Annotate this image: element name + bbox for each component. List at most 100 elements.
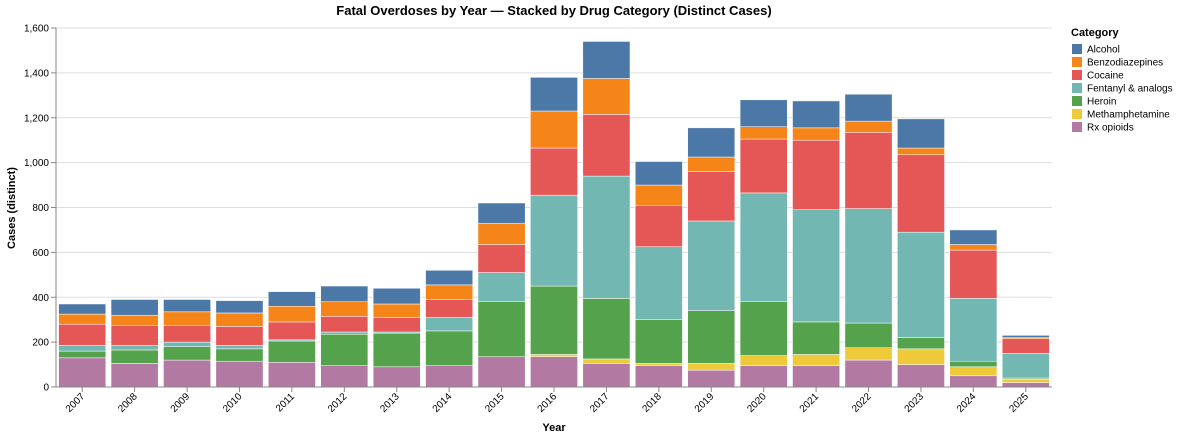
axes-layer: 0 200 400 600 800 1,000 1,200 1,400 1,600 2007 200… [24,24,1052,415]
bar-segment-heroin-2014 [425,330,473,366]
x-tick-label: 2010 [221,391,245,415]
bar-segment-alcohol-2011 [268,291,316,307]
bar-segment-fentanyl-analogs-2010 [215,345,264,350]
bar-segment-heroin-2024 [949,360,998,368]
bar-segment-rx-opioids-2021 [792,365,840,388]
bar-segment-rx-opioids-2018 [635,365,683,388]
y-tick-label: 600 [32,248,49,259]
x-tick-label: 2009 [169,391,193,415]
bar-segment-methamphetamine-2023 [897,348,945,365]
bar-segment-fentanyl-analogs-2008 [110,345,159,351]
y-axis-title: Cases (distinct) [6,167,18,249]
bar-segment-benzodiazepines-2009 [163,311,211,326]
bar-segment-heroin-2023 [897,337,945,350]
bar-segment-rx-opioids-2008 [110,363,159,388]
bar-segment-rx-opioids-2012 [320,365,369,388]
bar-segment-fentanyl-analogs-2019 [687,220,736,311]
x-tick-label: 2007 [64,391,88,415]
legend-swatch-benzodiazepines [1072,57,1082,67]
bar-segment-methamphetamine-2025 [1001,378,1050,383]
legend-swatch-rx-opioids [1072,122,1082,132]
bar-segment-alcohol-2009 [163,299,211,313]
bar-segment-fentanyl-analogs-2020 [739,192,788,302]
x-tick-label: 2025 [1007,391,1031,415]
bar-segment-fentanyl-analogs-2014 [425,317,473,332]
x-tick-label: 2018 [640,391,664,415]
bar-segment-alcohol-2022 [844,93,893,122]
bar-segment-benzodiazepines-2010 [215,312,264,327]
legend: Category Alcohol Benzodiazepines Cocaine Fe… [1071,27,1173,134]
y-tick-label: 1,200 [24,113,49,124]
bar-segment-heroin-2016 [530,285,578,355]
bar-segment-fentanyl-analogs-2025 [1001,353,1050,379]
bar-segment-heroin-2018 [635,319,683,364]
bar-segment-cocaine-2007 [58,323,107,346]
bar-segment-fentanyl-analogs-2018 [635,246,683,320]
bar-segment-fentanyl-analogs-2009 [163,341,211,347]
bar-segment-cocaine-2009 [163,325,211,343]
bar-segment-rx-opioids-2014 [425,365,473,388]
y-tick-label: 1,000 [24,158,49,169]
bar-segment-benzodiazepines-2024 [949,244,998,251]
bar-segment-benzodiazepines-2015 [477,222,526,245]
y-tick-label: 400 [32,293,49,304]
bar-segment-benzodiazepines-2022 [844,120,893,133]
bar-segment-methamphetamine-2021 [792,354,840,366]
bar-segment-benzodiazepines-2019 [687,156,736,172]
bar-segment-cocaine-2017 [582,114,631,177]
bar-segment-heroin-2009 [163,346,211,361]
bar-segment-benzodiazepines-2021 [792,127,840,141]
bar-segment-rx-opioids-2013 [372,366,421,388]
bar-segment-fentanyl-analogs-2015 [477,272,526,302]
bar-segment-heroin-2021 [792,321,840,355]
x-tick-label: 2011 [274,391,297,414]
bar-segment-heroin-2015 [477,301,526,357]
bar-segment-benzodiazepines-2011 [268,305,316,323]
bar-segment-benzodiazepines-2007 [58,313,107,325]
bar-segment-rx-opioids-2022 [844,359,893,388]
bar-segment-benzodiazepines-2017 [582,78,631,115]
bar-segment-rx-opioids-2015 [477,356,526,388]
bar-segment-heroin-2022 [844,322,893,348]
legend-label-rx-opioids: Rx opioids [1087,123,1134,134]
bar-segment-cocaine-2014 [425,299,473,318]
bar-segment-cocaine-2021 [792,139,840,210]
bar-segment-fentanyl-analogs-2016 [530,194,578,287]
bar-segment-heroin-2013 [372,332,421,368]
bar-segment-cocaine-2024 [949,249,998,299]
bar-segment-heroin-2012 [320,334,369,366]
bar-segment-cocaine-2015 [477,244,526,273]
legend-swatch-cocaine [1072,70,1082,80]
x-tick-label: 2019 [693,391,717,415]
legend-label-alcohol: Alcohol [1087,45,1120,56]
bar-segment-rx-opioids-2010 [215,360,264,388]
x-tick-label: 2015 [483,391,507,415]
bar-segment-rx-opioids-2009 [163,359,211,388]
bar-segment-heroin-2020 [739,301,788,356]
bar-segment-alcohol-2012 [320,285,369,302]
bar-segment-fentanyl-analogs-2023 [897,231,945,338]
bar-segment-alcohol-2010 [215,300,264,314]
bar-segment-alcohol-2015 [477,202,526,224]
bars-layer [58,41,1050,388]
bar-segment-rx-opioids-2024 [949,375,998,388]
bar-segment-alcohol-2020 [739,99,788,127]
bar-segment-rx-opioids-2017 [582,363,631,388]
bar-segment-methamphetamine-2017 [582,358,631,364]
bar-segment-fentanyl-analogs-2024 [949,298,998,362]
bar-segment-methamphetamine-2024 [949,366,998,377]
bar-segment-cocaine-2013 [372,317,421,333]
legend-swatch-methamphetamine [1072,109,1082,119]
bar-segment-methamphetamine-2016 [530,354,578,357]
x-tick-label: 2022 [850,391,874,415]
bar-segment-fentanyl-analogs-2012 [320,331,369,335]
bar-segment-benzodiazepines-2018 [635,184,683,206]
bar-segment-rx-opioids-2020 [739,365,788,388]
x-tick-label: 2013 [378,391,402,415]
bar-segment-heroin-2011 [268,340,316,363]
bar-segment-rx-opioids-2019 [687,369,736,388]
bar-segment-fentanyl-analogs-2007 [58,345,107,352]
legend-swatch-alcohol [1072,44,1082,54]
legend-label-heroin: Heroin [1087,97,1116,108]
bar-segment-benzodiazepines-2008 [110,314,159,326]
